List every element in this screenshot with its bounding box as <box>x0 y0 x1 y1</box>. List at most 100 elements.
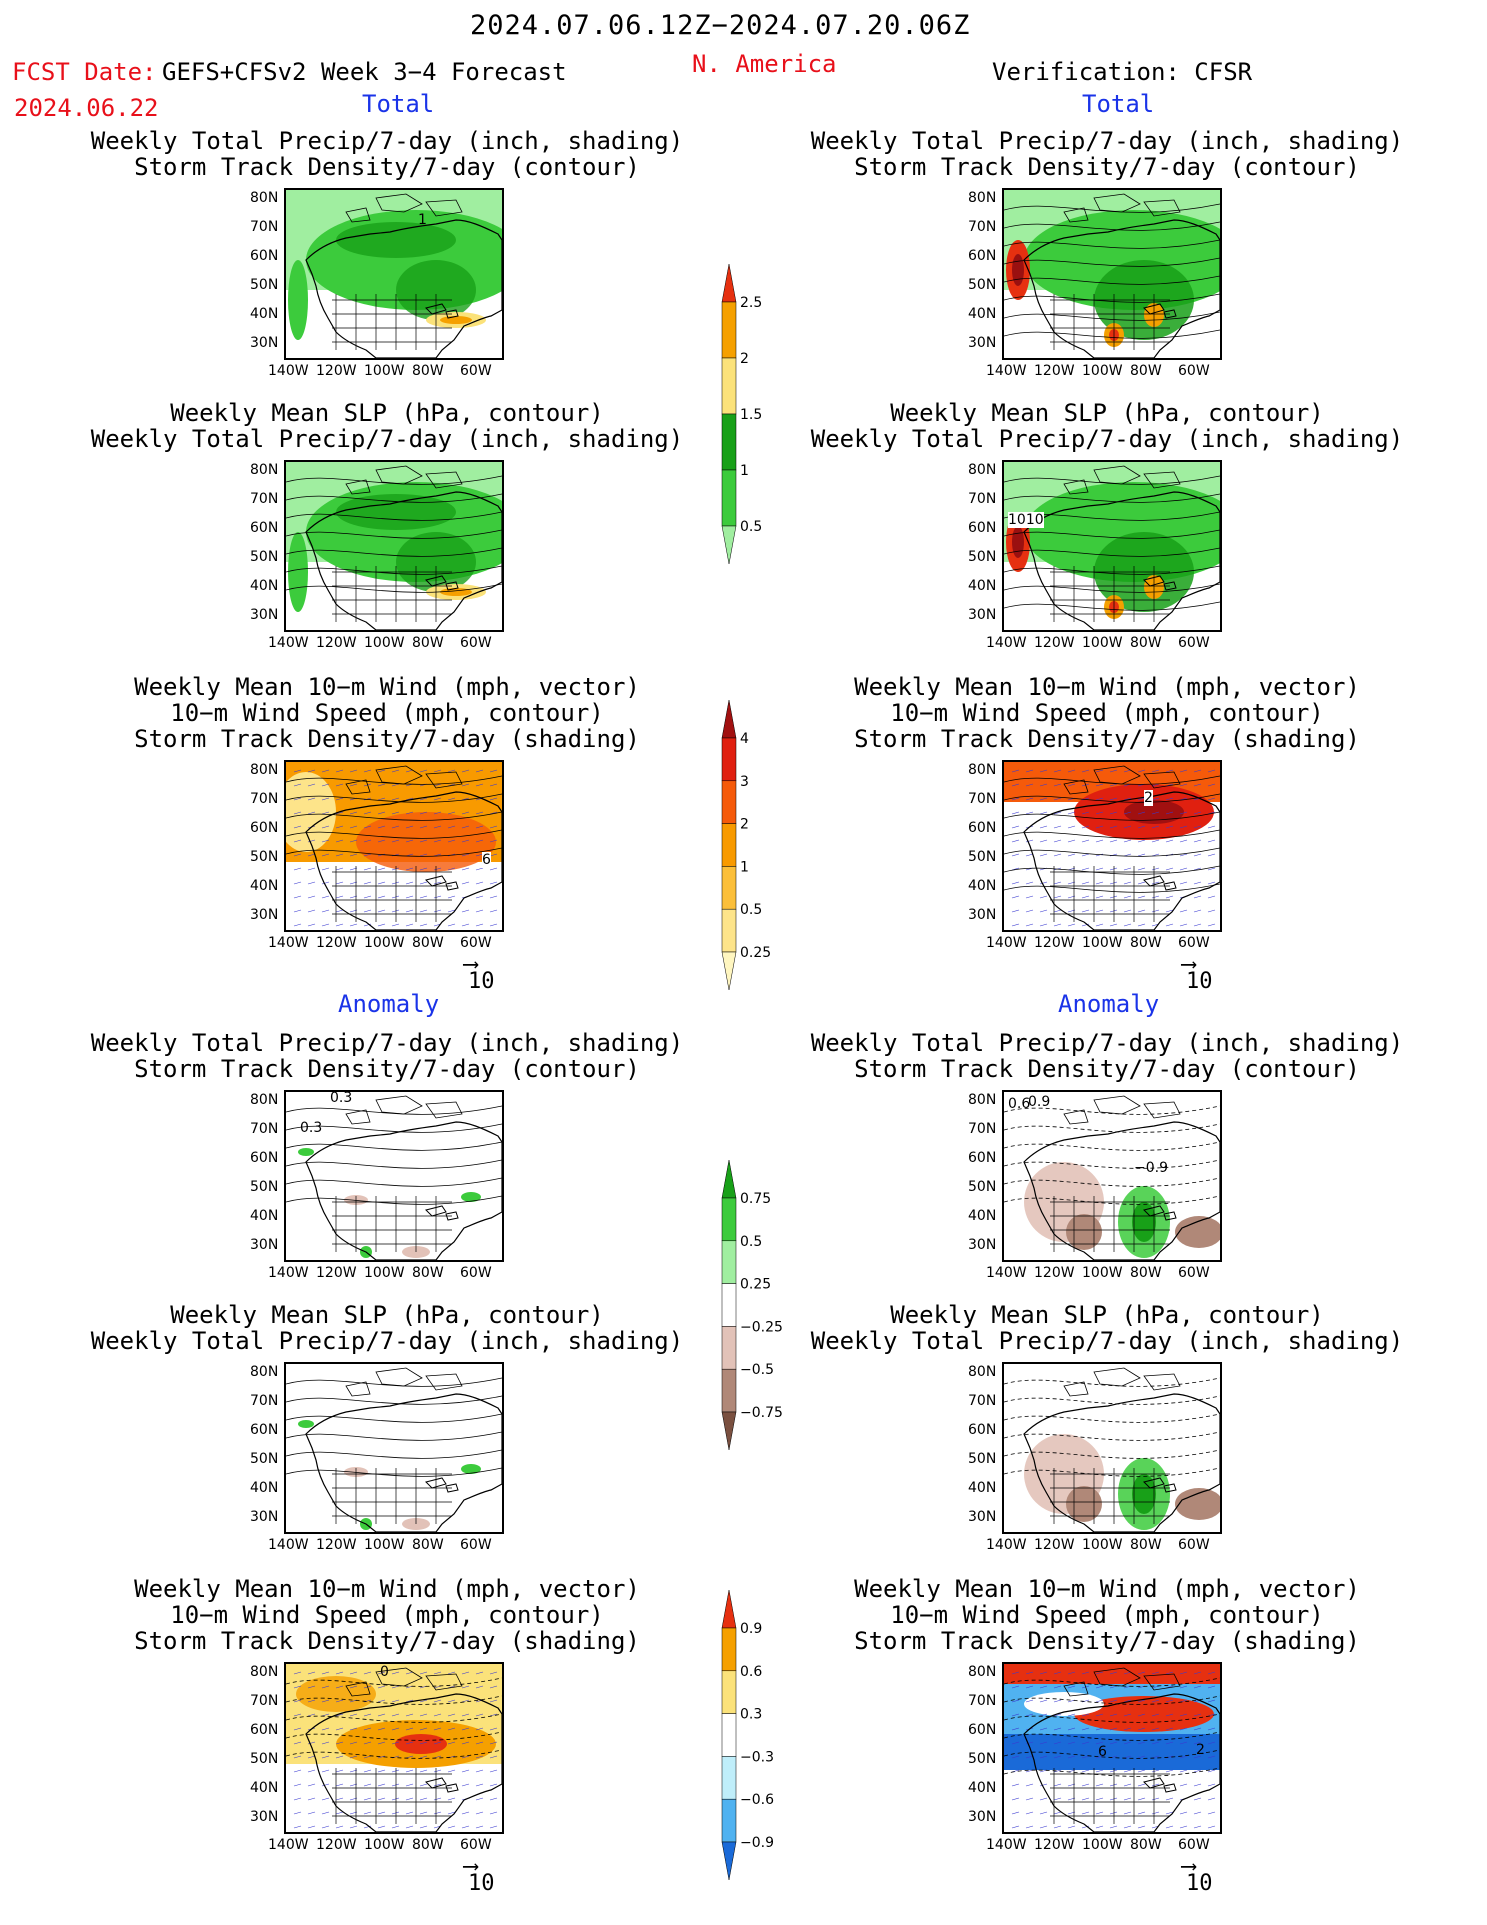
lat-tick-label: 80N <box>250 190 279 206</box>
colorbar-label: 0.3 <box>740 1707 762 1723</box>
lon-tick-label: 120W <box>316 1837 357 1853</box>
colorbar-swatch <box>721 469 737 527</box>
contour-label: 2 <box>1144 790 1153 806</box>
contour-label: 6 <box>1098 1744 1107 1760</box>
lat-tick-label: 80N <box>250 462 279 478</box>
lat-tick-label: 60N <box>968 248 997 264</box>
lat-tick-label: 80N <box>250 1364 279 1380</box>
section-anomaly-left: Anomaly <box>338 990 440 1018</box>
lat-tick-label: 40N <box>968 306 997 322</box>
colorbar-swatch <box>721 1368 737 1413</box>
contour-label: 1 <box>418 212 427 228</box>
lon-tick-label: 120W <box>1034 1837 1075 1853</box>
lat-tick-label: 40N <box>968 578 997 594</box>
lon-tick-label: 80W <box>412 1537 444 1553</box>
colorbar-label: 0.25 <box>740 945 771 961</box>
lon-tick-label: 60W <box>460 1537 492 1553</box>
lon-tick-label: 80W <box>1130 1265 1162 1281</box>
lat-tick-label: 80N <box>968 1664 997 1680</box>
lon-tick-label: 140W <box>986 1837 1027 1853</box>
panel-title-precip-storm-total-left: Weekly Total Precip/7-day (inch, shading… <box>90 127 684 181</box>
lon-tick-label: 80W <box>1130 1537 1162 1553</box>
verification-label: Verification: CFSR <box>992 58 1253 86</box>
lat-tick-label: 30N <box>250 1509 279 1525</box>
colorbar-swatch <box>721 1283 737 1327</box>
lon-tick-label: 80W <box>1130 363 1162 379</box>
region-label: N. America <box>692 50 837 78</box>
lat-tick-label: 50N <box>250 1179 279 1195</box>
colorbar-label: 0.5 <box>740 902 762 918</box>
lat-tick-label: 60N <box>250 1422 279 1438</box>
lat-tick-label: 60N <box>968 820 997 836</box>
lat-tick-label: 30N <box>968 607 997 623</box>
lat-tick-label: 70N <box>968 1121 997 1137</box>
lat-tick-label: 50N <box>250 1751 279 1767</box>
panel-title-slp-precip-anom-right: Weekly Mean SLP (hPa, contour) Weekly Tot… <box>810 1301 1404 1355</box>
colorbar-label: −0.3 <box>740 1749 774 1765</box>
lat-tick-label: 80N <box>968 190 997 206</box>
contour-label: 0.6 <box>1008 1096 1031 1112</box>
colorbar-label: 1 <box>740 463 749 479</box>
lat-tick-label: 40N <box>250 306 279 322</box>
colorbar-swatch <box>721 1197 737 1242</box>
contour-label: 0.9 <box>1028 1094 1051 1110</box>
lat-tick-label: 40N <box>250 578 279 594</box>
map-slp-precip-total-right <box>1002 460 1222 632</box>
lat-tick-label: 60N <box>250 1722 279 1738</box>
fcst-date-label: FCST Date: <box>12 58 157 86</box>
lon-tick-label: 60W <box>1178 635 1210 651</box>
section-anomaly-right: Anomaly <box>1058 990 1160 1018</box>
colorbar-swatch <box>721 951 737 990</box>
colorbar-swatch <box>721 413 737 471</box>
lat-tick-label: 30N <box>250 907 279 923</box>
colorbar-label: 2.5 <box>740 295 762 311</box>
lat-tick-label: 30N <box>968 907 997 923</box>
lon-tick-label: 140W <box>268 635 309 651</box>
panel-title-precip-storm-total-right: Weekly Total Precip/7-day (inch, shading… <box>810 127 1404 181</box>
colorbar-label: 1 <box>740 859 749 875</box>
lat-tick-label: 80N <box>250 1092 279 1108</box>
lat-tick-label: 30N <box>968 1237 997 1253</box>
colorbar-swatch <box>721 1756 737 1800</box>
panel-title-wind-storm-anom-right: Weekly Mean 10−m Wind (mph, vector) 10−m … <box>854 1575 1360 1655</box>
map-slp-precip-total-left <box>284 460 504 632</box>
lat-tick-label: 40N <box>968 1208 997 1224</box>
lon-tick-label: 120W <box>1034 1265 1075 1281</box>
colorbar-swatch <box>721 700 737 739</box>
contour-label: 0.3 <box>330 1090 353 1106</box>
lat-tick-label: 50N <box>968 549 997 565</box>
map-wind-storm-anom-right <box>1002 1662 1222 1834</box>
colorbar-label: −0.5 <box>740 1362 774 1378</box>
map-slp-precip-anom-right <box>1002 1362 1222 1534</box>
map-precip-storm-anom-right <box>1002 1090 1222 1262</box>
lon-tick-label: 120W <box>1034 635 1075 651</box>
lon-tick-label: 100W <box>364 635 405 651</box>
lon-tick-label: 140W <box>268 1837 309 1853</box>
lat-tick-label: 80N <box>968 762 997 778</box>
colorbar-label: −0.25 <box>740 1319 783 1335</box>
lat-tick-label: 50N <box>250 849 279 865</box>
contour-label: 0 <box>380 1664 389 1680</box>
panel-title-precip-storm-anom-left: Weekly Total Precip/7-day (inch, shading… <box>90 1029 684 1083</box>
panel-title-wind-storm-total-left: Weekly Mean 10−m Wind (mph, vector) 10−m … <box>134 673 640 753</box>
forecast-date: 2024.06.22 <box>14 94 159 122</box>
lon-tick-label: 80W <box>412 935 444 951</box>
lat-tick-label: 50N <box>250 549 279 565</box>
lon-tick-label: 100W <box>1082 935 1123 951</box>
lon-tick-label: 120W <box>316 1537 357 1553</box>
lon-tick-label: 80W <box>412 363 444 379</box>
contour-label: 0.3 <box>300 1120 323 1136</box>
lat-tick-label: 40N <box>968 1480 997 1496</box>
lat-tick-label: 70N <box>250 1121 279 1137</box>
lon-tick-label: 100W <box>1082 1837 1123 1853</box>
lon-tick-label: 80W <box>1130 635 1162 651</box>
panel-title-slp-precip-total-left: Weekly Mean SLP (hPa, contour) Weekly Tot… <box>90 399 684 453</box>
lat-tick-label: 30N <box>250 607 279 623</box>
lon-tick-label: 100W <box>1082 635 1123 651</box>
colorbar-swatch <box>721 823 737 867</box>
lon-tick-label: 120W <box>316 363 357 379</box>
colorbar-label: 0.9 <box>740 1621 762 1637</box>
lon-tick-label: 120W <box>1034 1537 1075 1553</box>
lon-tick-label: 60W <box>460 363 492 379</box>
colorbar-label: 4 <box>740 731 749 747</box>
